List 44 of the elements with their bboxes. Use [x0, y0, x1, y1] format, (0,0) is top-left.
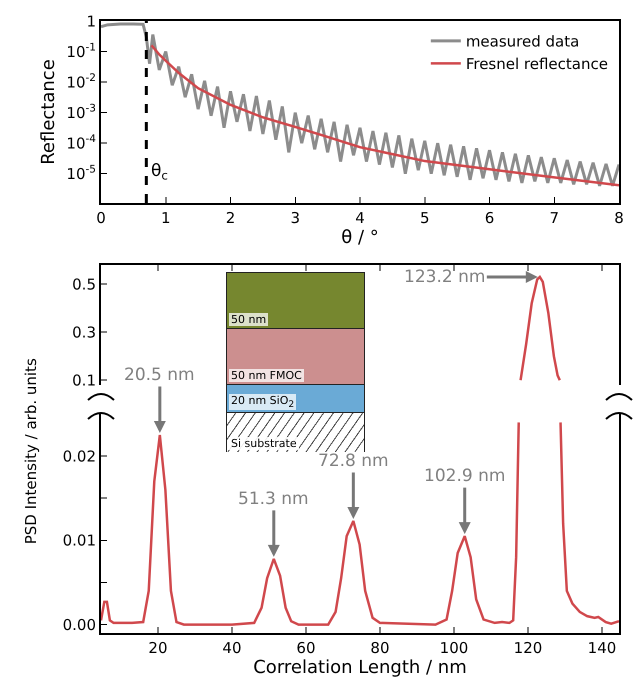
y-tick-label: 0.3 [72, 323, 96, 342]
x-tick-label: 100 [440, 639, 468, 657]
x-tick-label: 20 [148, 639, 168, 657]
y-tick-label: 0.00 [62, 616, 96, 634]
annotation: 72.8 nm [318, 451, 389, 471]
annotation: 102.9 nm [424, 466, 506, 486]
x-tick-label: 6 [484, 209, 494, 227]
y-tick-label: 10$^{-1}$ [66, 41, 96, 61]
y-axis-title: PSD Intensity / arb. units [22, 358, 40, 544]
x-tick-label: 7 [549, 209, 560, 227]
x-tick-label: 8 [614, 209, 624, 227]
y-tick-label: 10$^{-2}$ [66, 72, 96, 92]
y-tick-label: 0.01 [62, 532, 96, 550]
annotation: 50 nm FMOC [229, 369, 304, 382]
y-tick-label: 10$^{-3}$ [66, 102, 96, 122]
x-tick-label: 60 [296, 639, 316, 657]
x-tick-label: 2 [226, 209, 236, 227]
text: 20 nm SiO$_{2}$ [229, 394, 296, 410]
x-tick-label: 4 [355, 209, 365, 227]
y-tick-label: 0.02 [62, 447, 96, 466]
x-axis-title: θ / ° [341, 227, 379, 248]
y-tick-label: 10$^{-4}$ [66, 133, 96, 152]
annotation: Si substrate [229, 437, 299, 450]
y-axis-title: Reflectance [38, 59, 59, 165]
annotation: 123.2 nm [404, 267, 486, 287]
y-tick-label: 0.5 [72, 275, 96, 294]
legend-label: measured data [466, 32, 580, 51]
y-tick-label: 1 [86, 12, 96, 30]
annotation: 51.3 nm [238, 489, 309, 509]
x-tick-label: 5 [420, 209, 430, 227]
ref-line-label: θ$_{c}$ [151, 161, 168, 183]
y-tick-label: 0.1 [72, 371, 96, 390]
x-tick-label: 3 [290, 209, 300, 227]
x-tick-label: 140 [588, 639, 616, 657]
annotation: 20.5 nm [124, 365, 195, 385]
x-axis-title: Correlation Length / nm [253, 657, 467, 678]
legend-label: Fresnel reflectance [466, 55, 608, 74]
x-tick-label: 40 [222, 639, 242, 657]
y-tick-label: 10$^{-5}$ [66, 164, 96, 183]
x-tick-label: 1 [160, 209, 171, 227]
x-tick-label: 120 [514, 639, 542, 657]
x-tick-label: 80 [370, 639, 390, 657]
x-tick-label: 0 [96, 209, 106, 227]
annotation: 50 nm [229, 313, 268, 326]
